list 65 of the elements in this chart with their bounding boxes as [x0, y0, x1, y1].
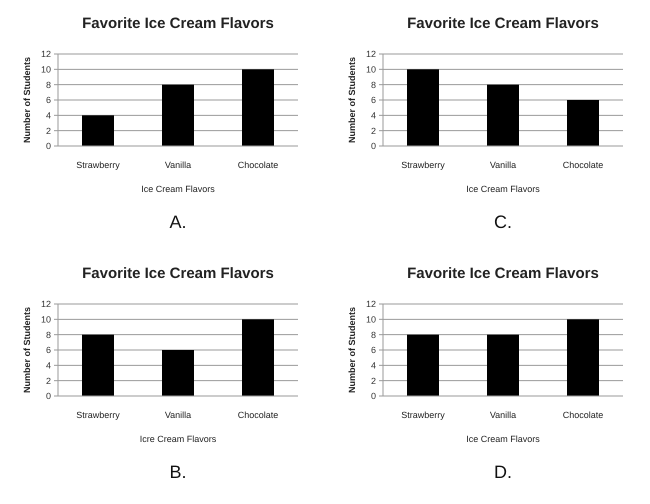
bar [487, 84, 519, 146]
y-tick-label: 2 [46, 126, 51, 136]
x-axis-title: Ice Cream Flavors [466, 434, 540, 444]
x-axis-title: Icre Cream Flavors [140, 434, 217, 444]
y-axis-title: Number of Students [22, 306, 32, 394]
y-tick-label: 8 [370, 330, 376, 340]
text: B. [169, 462, 187, 482]
x-tick-label: Strawberry [76, 160, 120, 170]
y-tick-label: 2 [46, 376, 51, 386]
bar [242, 69, 274, 146]
y-tick-label: 10 [366, 64, 376, 74]
x-axis-title: Ice Cream Flavors [141, 184, 216, 194]
bar [162, 84, 194, 146]
y-axis-title: Number of Students [22, 56, 32, 144]
bar [407, 69, 439, 146]
y-tick-label: 10 [40, 314, 51, 324]
y-tick-label: 0 [370, 391, 376, 402]
y-tick-label: 4 [46, 360, 51, 370]
bar [82, 115, 114, 146]
y-tick-label: 8 [46, 80, 51, 90]
y-tick-label: 4 [46, 110, 51, 120]
y-tick-label: 0 [46, 141, 51, 152]
x-tick-label: Chocolate [238, 410, 278, 420]
y-tick-label: 10 [40, 64, 51, 74]
y-tick-label: 0 [370, 141, 376, 152]
y-tick-label: 8 [46, 330, 51, 340]
y-tick-label: 6 [370, 345, 376, 356]
x-tick-label: Strawberry [76, 410, 120, 420]
y-tick-label: 12 [366, 49, 376, 60]
y-tick-label: 2 [370, 376, 376, 386]
y-tick-label: 12 [366, 299, 376, 310]
y-tick-label: 12 [40, 299, 51, 310]
y-tick-label: 10 [366, 314, 376, 324]
x-tick-label: Chocolate [238, 160, 278, 170]
chart-title: Favorite Ice Cream Flavors [407, 15, 599, 32]
x-tick-label: Chocolate [562, 410, 604, 420]
bar [567, 100, 599, 146]
x-tick-label: Vanilla [164, 160, 192, 170]
y-tick-label: 0 [46, 391, 51, 402]
y-tick-label: 2 [370, 126, 376, 136]
x-tick-label: Vanilla [490, 160, 516, 170]
bar [242, 319, 274, 396]
x-axis-title: Ice Cream Flavors [466, 184, 540, 194]
chart-title: Favorite Ice Cream Flavors [82, 265, 274, 282]
y-tick-label: 12 [40, 49, 51, 60]
y-tick-label: 4 [370, 110, 376, 120]
x-tick-label: Strawberry [401, 410, 446, 420]
x-tick-label: Vanilla [490, 410, 516, 420]
chart-title: Favorite Ice Cream Flavors [407, 265, 599, 282]
x-tick-label: Vanilla [164, 410, 192, 420]
y-tick-label: 6 [46, 345, 51, 356]
y-axis-title: Number of Students [347, 56, 357, 144]
y-tick-label: 6 [46, 95, 51, 106]
bar [82, 334, 114, 396]
y-tick-label: 8 [370, 80, 376, 90]
y-tick-label: 6 [370, 95, 376, 106]
bar [162, 350, 194, 396]
y-tick-label: 4 [370, 360, 376, 370]
x-tick-label: Strawberry [401, 160, 446, 170]
chart-title: Favorite Ice Cream Flavors [82, 15, 274, 32]
text: C. [494, 212, 512, 232]
text: A. [169, 212, 187, 232]
y-axis-title: Number of Students [347, 306, 357, 394]
text: D. [494, 462, 512, 482]
x-tick-label: Chocolate [562, 160, 604, 170]
